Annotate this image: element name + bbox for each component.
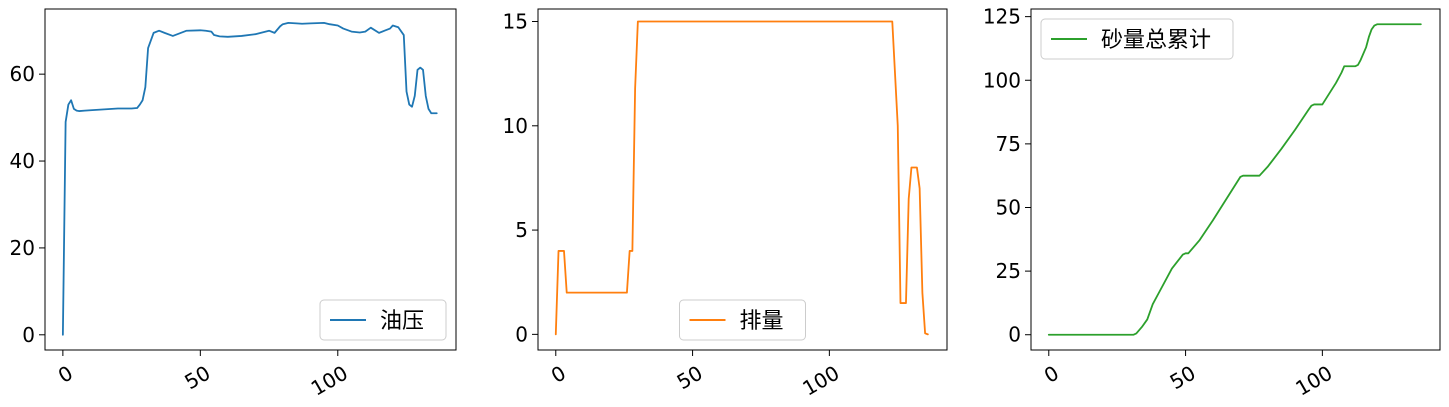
series-line-2-1: [554, 20, 929, 336]
legend-box: [679, 299, 806, 341]
x-tick-label: 0: [54, 361, 77, 388]
legend: 砂量总累计: [1040, 18, 1234, 60]
chart-1: 0 20 40 60 0 50 100 油压: [10, 8, 457, 401]
x-tick-label: 0: [1040, 361, 1063, 388]
legend-label: 砂量总累计: [1101, 28, 1211, 53]
axes-frame: [1030, 8, 1441, 351]
chart-2: 0 5 10 15 0 50 100 排量: [503, 8, 948, 401]
x-tick-label: 50: [1166, 361, 1200, 395]
y-tick-label: 0: [22, 323, 35, 347]
y-tick-label: 20: [10, 236, 35, 260]
legend-box: [1040, 18, 1234, 60]
series-line-3-1: [1047, 23, 1422, 336]
x-tick-label: 50: [180, 361, 214, 395]
x-tick-label: 100: [798, 361, 843, 401]
y-tick-label: 5: [515, 218, 528, 242]
y-tick-label: 10: [503, 114, 528, 138]
y-tick-label: 60: [10, 62, 35, 86]
legend-label: 排量: [740, 309, 784, 334]
x-tick-label: 0: [547, 361, 570, 388]
y-tick-label: 40: [10, 149, 35, 173]
y-tick-label: 125: [983, 5, 1021, 29]
legend: 排量: [679, 299, 806, 341]
axes-frame: [44, 8, 457, 351]
legend: 油压: [319, 299, 447, 341]
y-tick-label: 100: [983, 68, 1021, 92]
chart-3: 0 25 50 75 100 125 0 50 100 砂量总累计: [983, 5, 1441, 401]
y-tick-label: 0: [515, 322, 528, 346]
y-tick-label: 25: [996, 259, 1021, 283]
y-tick-label: 0: [1008, 323, 1021, 347]
x-tick-label: 100: [1291, 361, 1336, 401]
y-tick-label: 75: [996, 132, 1021, 156]
legend-label: 油压: [380, 309, 424, 334]
y-tick-label: 15: [503, 10, 528, 34]
x-tick-label: 50: [673, 361, 707, 395]
y-tick-label: 50: [996, 195, 1021, 219]
axes-frame: [537, 8, 948, 351]
series-line-1-1: [61, 21, 438, 336]
x-tick-label: 100: [307, 361, 352, 401]
legend-box: [319, 299, 447, 341]
